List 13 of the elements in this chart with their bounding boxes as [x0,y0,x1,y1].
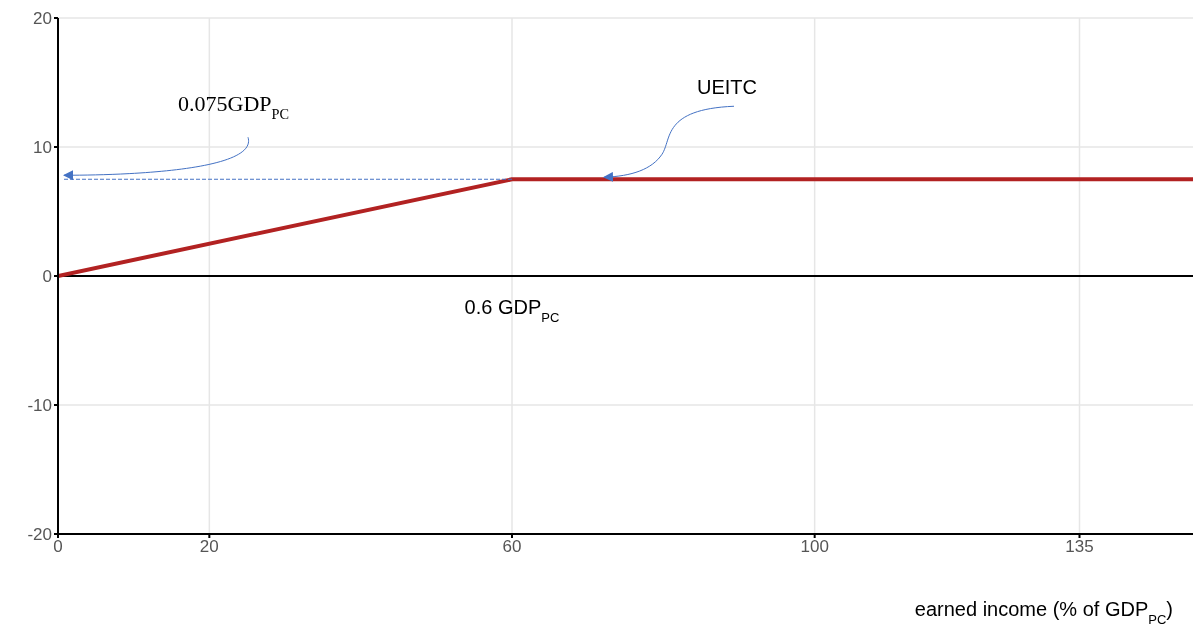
x-axis-title: earned income (% of GDP$_{PC}$) [914,598,1173,627]
y-tick-label: -10 [27,396,52,416]
annotation: 0.075GDP$_{PC}$ [178,91,290,123]
y-tick-label: 20 [33,9,52,29]
x-tick-label: 135 [1065,537,1094,557]
x-tick-label: 100 [800,537,829,557]
y-tick-label: -20 [27,525,52,545]
y-tick-label: 10 [33,138,52,158]
y-tick-label: 0 [42,267,52,287]
annotation: 0.6 GDP$_{PC}$ [464,296,560,325]
x-tick-label: 60 [502,537,522,557]
text: UEITC [697,76,757,99]
x-tick-label: 20 [199,537,219,557]
